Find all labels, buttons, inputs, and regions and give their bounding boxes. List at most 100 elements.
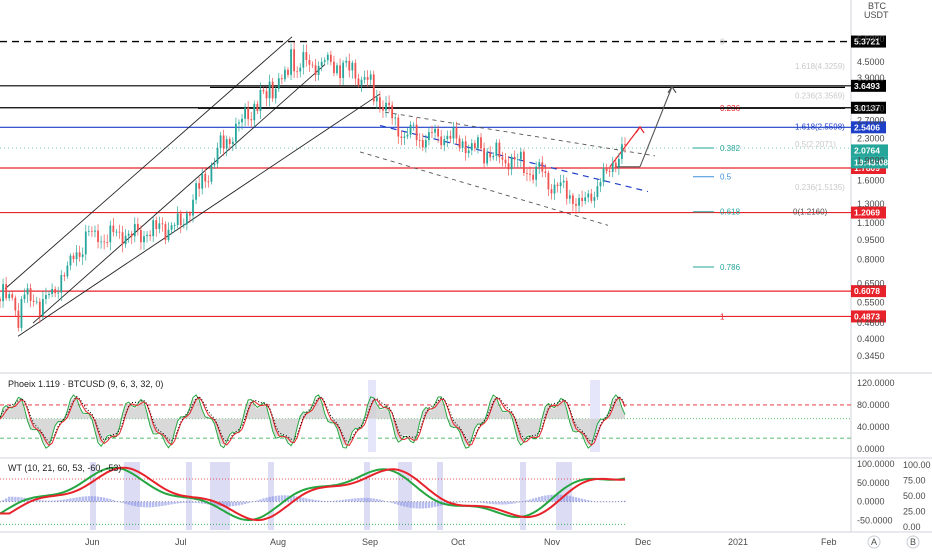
fib-label-5: 0.618 (720, 208, 741, 217)
wt-hist-bar (53, 500, 57, 502)
wt-hist-bar (345, 499, 348, 502)
grey-arrow-head (667, 85, 677, 94)
wt-hist-bar (501, 501, 504, 505)
wt-hist-bar (112, 499, 115, 502)
candle-body (63, 275, 66, 277)
level-tag-6[interactable]: 0.6078 (851, 285, 886, 298)
wt-hist-bar (145, 501, 149, 508)
candle-body (391, 105, 394, 119)
wt-hist-bar (516, 501, 519, 503)
candle-body (504, 159, 507, 164)
wt-hist-bar (29, 498, 32, 502)
candle-body (189, 213, 191, 216)
candle-body (584, 197, 587, 202)
wt-hist-bar (139, 501, 143, 508)
wt-hist-bar (599, 501, 602, 503)
wt-hist-bar (390, 501, 394, 503)
candle-body (437, 128, 440, 137)
level-tag-3[interactable]: 2.5406 (851, 121, 886, 134)
candle-body (624, 144, 626, 146)
wt-hist-bar (335, 500, 339, 502)
oscillator-title: Phoeix 1.119 · BTCUSD (9, 6, 3, 32, 0) (8, 379, 163, 389)
price-tag-1[interactable]: 19:43:08 (851, 156, 888, 169)
wt-tick-right-0: 100.00 (903, 460, 931, 470)
level-tag-0[interactable]: 5.3721 (851, 35, 886, 48)
candle-body (253, 103, 256, 121)
level-tag-7[interactable]: 0.4873 (851, 310, 886, 323)
wt-hist-bar (204, 501, 207, 505)
osc-series-green (0, 394, 626, 449)
candle-body (428, 132, 430, 141)
wt-hist-bar (541, 496, 544, 502)
corner-a-button[interactable]: A (867, 535, 881, 549)
price-tag-0[interactable]: 2.0764 (851, 144, 888, 157)
wt-hist-bar (106, 498, 109, 502)
wt-tick-right-3: 25.00 (903, 507, 926, 517)
candle-body (467, 150, 470, 154)
level-tag-bg-5 (851, 206, 886, 219)
level-tag-5[interactable]: 1.2069 (851, 206, 886, 219)
wt-hist-bar (222, 501, 225, 507)
candle-body (556, 184, 559, 187)
osc-tick-1: 80.0000 (857, 400, 890, 410)
wt-hist-bar (544, 495, 547, 502)
candle-body (397, 117, 400, 137)
wt-hist-bar (553, 494, 556, 502)
candle-body (225, 139, 228, 149)
wt-hist-bar (400, 501, 403, 506)
candle-body (238, 122, 240, 124)
candle-body (363, 77, 366, 80)
wt-hist-bar (182, 501, 186, 503)
wt-hist-bar (237, 501, 241, 506)
candle-body (599, 182, 602, 187)
candle-body (54, 288, 57, 294)
wt-hist-bar (7, 496, 11, 502)
candle-body (446, 135, 449, 140)
wt-hist-bar (415, 501, 418, 509)
wt-hist-bar (72, 497, 75, 502)
corner-b-button[interactable]: B (906, 535, 920, 549)
candle-body (130, 233, 133, 237)
wt-hist-bar (369, 498, 372, 502)
candle-body (394, 117, 397, 119)
candle-body (581, 198, 584, 202)
wt-hist-bar (424, 501, 428, 509)
wt-hist-bar (317, 500, 320, 502)
candle-body (164, 224, 167, 240)
wt-hist-bar (234, 501, 238, 506)
wt-hist-bar (531, 498, 535, 502)
candle-body (369, 74, 372, 80)
wt-hist-bar (510, 501, 513, 504)
wt-hist-bar (179, 501, 182, 504)
osc-tick-0: 120.0000 (857, 378, 895, 388)
wt-hist-bar (191, 501, 195, 503)
wt-hist-bar (289, 495, 293, 502)
wt-hist-bar (173, 501, 176, 504)
candle-body (507, 163, 510, 170)
wt-hist-bar (308, 498, 311, 502)
candle-body (348, 60, 351, 71)
candle-body (87, 230, 90, 232)
candle-body (492, 155, 495, 158)
wt-hist-bar (397, 501, 400, 505)
level-tag-text-7: 0.4873 (854, 311, 880, 321)
level-tag-2[interactable]: 3.0137 (851, 101, 886, 114)
wt-band-5 (364, 462, 370, 530)
level-tag-bg-7 (851, 310, 886, 323)
wt-hist-bar (78, 496, 81, 502)
wt-hist-bar (617, 501, 621, 502)
wt-hist-bar (605, 501, 608, 503)
fib-label-2: 0.382 (720, 144, 741, 153)
wt-hist-bar (452, 501, 455, 504)
level-tag-1[interactable]: 3.6493 (851, 79, 886, 92)
wt-hist-bar (323, 500, 326, 502)
price-tick-10: 1.1000 (857, 218, 885, 228)
wt-hist-bar (485, 501, 489, 504)
candle-body (38, 301, 41, 316)
price-tick-12: 0.8000 (857, 255, 885, 265)
candle-body (204, 173, 207, 182)
candle-body (572, 195, 574, 204)
candle-body (323, 60, 326, 62)
osc-series-dotted (0, 395, 626, 443)
